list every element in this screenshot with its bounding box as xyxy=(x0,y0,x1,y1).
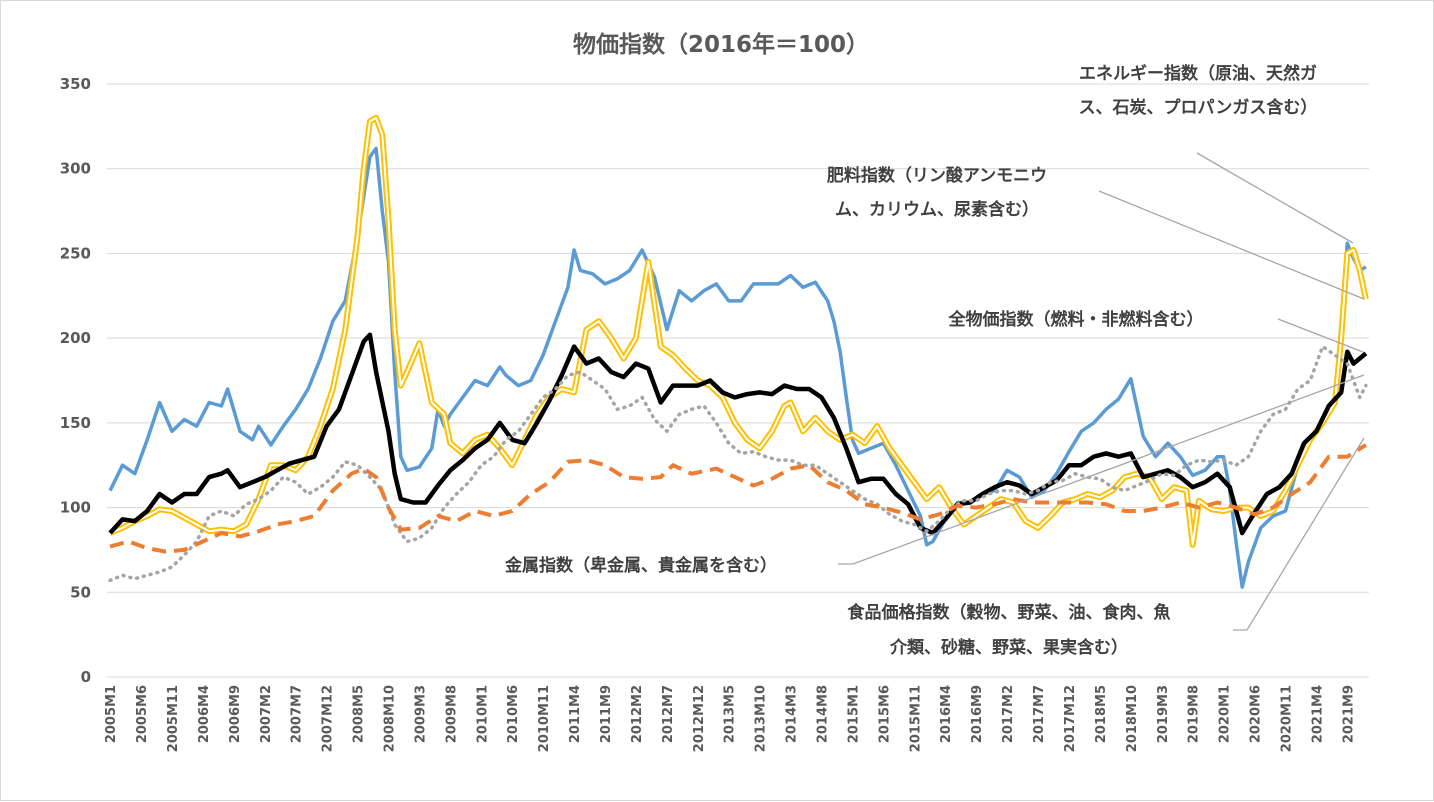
annotation-all: 全物価指数（燃料・非燃料含む） xyxy=(948,309,1204,330)
x-tick-label: 2010M1 xyxy=(475,685,490,743)
annotation-energy: エネルギー指数（原油、天然ガ xyxy=(1079,63,1317,84)
y-tick-label: 0 xyxy=(81,668,91,686)
x-tick-label: 2020M11 xyxy=(1279,685,1294,752)
y-tick-label: 350 xyxy=(60,75,91,93)
x-tick-label: 2007M7 xyxy=(290,685,305,743)
y-tick-label: 200 xyxy=(60,329,91,347)
x-tick-label: 2005M11 xyxy=(166,685,181,752)
x-tick-label: 2017M7 xyxy=(1032,685,1047,743)
series-fertilizer-line xyxy=(108,114,1369,548)
x-tick-label: 2007M12 xyxy=(321,685,336,752)
x-tick-label: 2018M5 xyxy=(1094,685,1109,743)
series-energy-line xyxy=(108,146,1367,589)
annotation-fertilizer: ム、カリウム、尿素含む） xyxy=(835,199,1039,220)
x-tick-label: 2012M7 xyxy=(661,685,676,743)
x-tick-label: 2018M10 xyxy=(1125,685,1140,752)
x-tick-label: 2011M4 xyxy=(568,685,583,743)
annotation-food: 食品価格指数（穀物、野菜、油、食肉、魚 xyxy=(848,602,1171,623)
x-tick-label: 2020M1 xyxy=(1218,685,1233,743)
x-tick-label: 2014M8 xyxy=(816,685,831,743)
x-axis: 2005M1 2005M6 2005M11 2006M4 2006M9 2007M2 200… xyxy=(104,685,1356,752)
x-tick-label: 2005M6 xyxy=(135,685,150,743)
x-tick-label: 2017M12 xyxy=(1063,685,1078,752)
series-all-line xyxy=(108,332,1368,536)
x-tick-label: 2015M6 xyxy=(877,685,892,743)
y-tick-label: 300 xyxy=(60,160,91,178)
series-fertilizer-line-inner xyxy=(109,116,1367,546)
x-tick-label: 2008M5 xyxy=(352,685,367,743)
leader-line-fertilizer xyxy=(1098,190,1365,300)
y-tick-label: 250 xyxy=(60,244,91,262)
x-tick-label: 2012M12 xyxy=(692,685,707,752)
x-tick-label: 2006M4 xyxy=(197,685,212,743)
x-tick-label: 2019M3 xyxy=(1156,685,1171,743)
x-tick-label: 2020M6 xyxy=(1249,685,1264,743)
x-tick-label: 2021M4 xyxy=(1310,685,1325,743)
annotation-fertilizer: 肥料指数（リン酸アンモニウ xyxy=(827,165,1047,186)
x-tick-label: 2010M6 xyxy=(506,685,521,743)
leader-line-food xyxy=(1233,437,1365,631)
leader-line-all xyxy=(1277,318,1364,353)
x-tick-label: 2009M3 xyxy=(413,685,428,743)
x-tick-label: 2015M1 xyxy=(846,685,861,743)
annotation-leader-lines xyxy=(838,152,1365,631)
x-tick-label: 2010M11 xyxy=(537,685,552,752)
x-tick-label: 2015M11 xyxy=(908,685,923,752)
series-lines xyxy=(108,114,1369,589)
x-tick-label: 2013M5 xyxy=(723,685,738,743)
x-tick-label: 2013M10 xyxy=(754,685,769,752)
x-tick-label: 2017M2 xyxy=(1001,685,1016,743)
x-tick-label: 2019M8 xyxy=(1187,685,1202,743)
x-tick-label: 2016M9 xyxy=(970,685,985,743)
chart-title: 物価指数（2016年＝100） xyxy=(573,31,869,58)
leader-line-energy xyxy=(1196,152,1354,244)
x-tick-label: 2011M9 xyxy=(599,685,614,743)
y-tick-label: 50 xyxy=(70,583,91,601)
annotation-energy: ス、石炭、プロパンガス含む） xyxy=(1079,97,1318,118)
gridlines xyxy=(107,83,1369,678)
x-tick-label: 2014M3 xyxy=(785,685,800,743)
x-tick-label: 2007M2 xyxy=(259,685,274,743)
y-tick-label: 100 xyxy=(60,499,91,517)
x-tick-label: 2008M10 xyxy=(382,685,397,752)
leader-line-metals xyxy=(838,374,1365,565)
series-food-line xyxy=(109,443,1367,554)
x-tick-label: 2016M4 xyxy=(939,685,954,743)
x-tick-label: 2009M8 xyxy=(444,685,459,743)
x-tick-label: 2005M1 xyxy=(104,685,119,743)
annotation-food: 介類、砂糖、野菜、果実含む） xyxy=(889,637,1128,658)
x-tick-label: 2021M9 xyxy=(1341,685,1356,743)
x-tick-label: 2006M9 xyxy=(228,685,243,743)
annotation-metals: 金属指数（卑金属、貴金属を含む） xyxy=(504,555,777,576)
y-tick-label: 150 xyxy=(60,414,91,432)
x-tick-label: 2012M2 xyxy=(630,685,645,743)
y-axis: 0 50 100 150 200 250 300 350 xyxy=(60,75,91,686)
